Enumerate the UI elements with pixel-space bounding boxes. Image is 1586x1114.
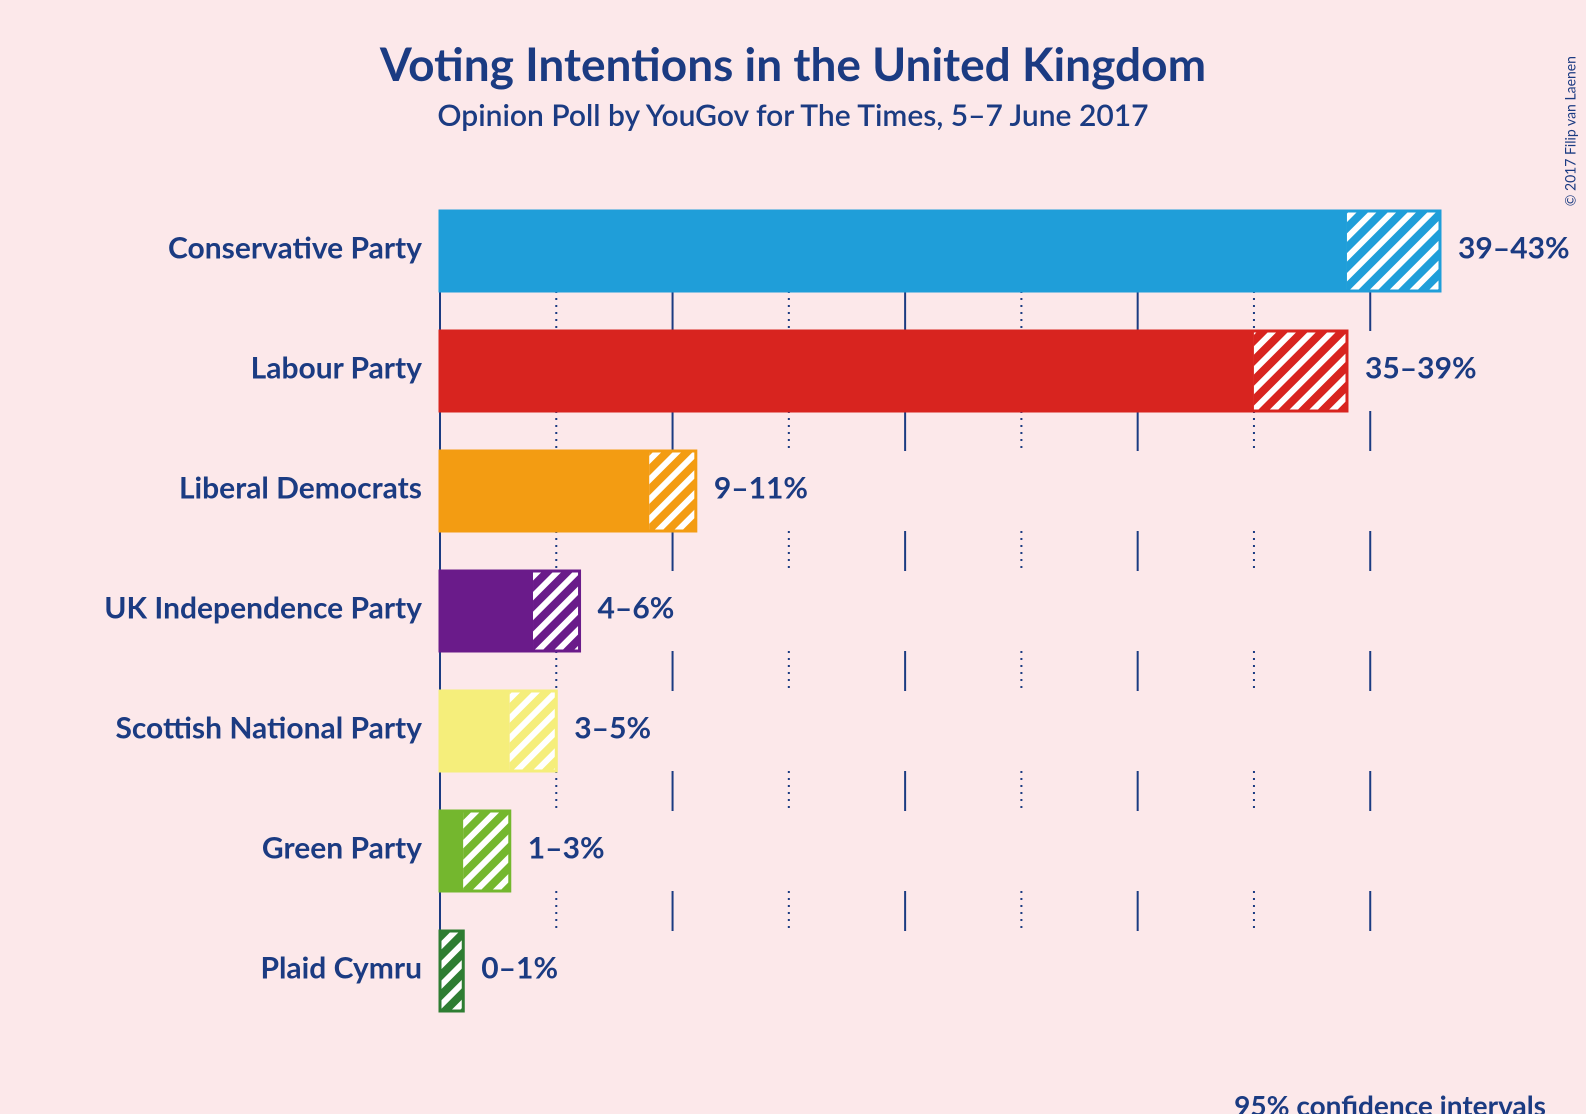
value-label: 3–5% bbox=[574, 710, 651, 746]
party-label: Scottish National Party bbox=[115, 710, 422, 746]
bar-confidence-interval bbox=[1254, 331, 1347, 411]
value-label: 0–1% bbox=[481, 950, 558, 986]
bar-solid bbox=[440, 571, 533, 651]
confidence-interval-footnote: 95% confidence intervals bbox=[1234, 1088, 1546, 1114]
value-label: 1–3% bbox=[528, 830, 605, 866]
bar-solid bbox=[440, 451, 649, 531]
bar-solid bbox=[440, 211, 1347, 291]
bar-confidence-interval bbox=[649, 451, 696, 531]
value-label: 4–6% bbox=[598, 590, 675, 626]
bar-chart: Conservative Party 39–43% Labour Party 35–3… bbox=[0, 36, 1586, 1114]
party-label: UK Independence Party bbox=[104, 590, 422, 626]
party-label: Plaid Cymru bbox=[260, 950, 422, 986]
party-label: Liberal Democrats bbox=[179, 470, 422, 506]
party-label: Conservative Party bbox=[168, 230, 422, 266]
bar-solid bbox=[440, 811, 463, 891]
copyright-label: © 2017 Filip van Laenen bbox=[1561, 56, 1578, 206]
party-label: Labour Party bbox=[251, 350, 423, 386]
bar-solid bbox=[440, 691, 510, 771]
party-label: Green Party bbox=[262, 830, 422, 866]
value-label: 39–43% bbox=[1458, 230, 1570, 266]
bar-confidence-interval bbox=[440, 931, 463, 1011]
value-label: 35–39% bbox=[1365, 350, 1477, 386]
bar-solid bbox=[440, 331, 1254, 411]
bar-confidence-interval bbox=[463, 811, 510, 891]
bar-confidence-interval bbox=[1347, 211, 1440, 291]
value-label: 9–11% bbox=[714, 470, 808, 506]
bar-confidence-interval bbox=[510, 691, 557, 771]
bar-confidence-interval bbox=[533, 571, 580, 651]
